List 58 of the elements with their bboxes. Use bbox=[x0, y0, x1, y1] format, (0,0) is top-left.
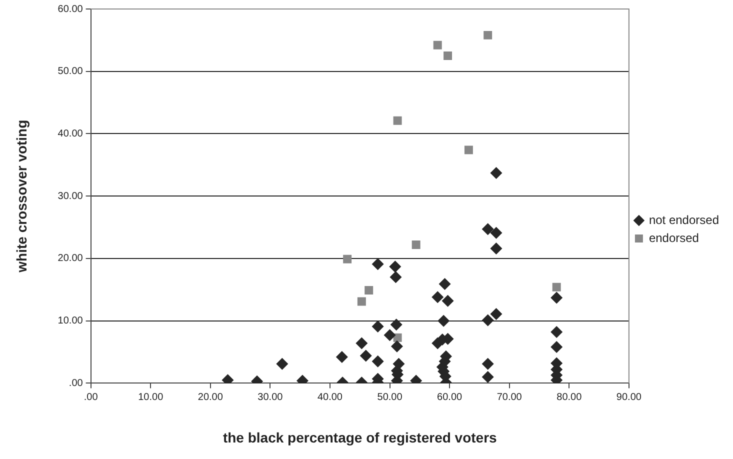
point bbox=[433, 40, 442, 50]
x-tick-label: 30.00 bbox=[258, 392, 284, 403]
x-axis-title: the black percentage of registered voters bbox=[222, 429, 498, 446]
point bbox=[482, 358, 494, 370]
x-tick-label: 20.00 bbox=[198, 392, 224, 403]
point bbox=[360, 350, 372, 362]
x-tick-label: 10.00 bbox=[138, 392, 164, 403]
point bbox=[372, 258, 384, 270]
y-tick-label: 60.00 bbox=[58, 4, 84, 15]
point bbox=[490, 167, 502, 180]
point bbox=[432, 291, 444, 304]
point bbox=[389, 260, 402, 273]
x-tick-label: 40.00 bbox=[317, 392, 343, 403]
x-tick-label: 70.00 bbox=[496, 392, 522, 403]
point bbox=[438, 314, 450, 327]
y-axis-title: white crossover voting bbox=[13, 120, 30, 274]
point bbox=[490, 308, 502, 320]
y-tick-label: 10.00 bbox=[58, 316, 84, 327]
point bbox=[393, 116, 402, 125]
point bbox=[412, 240, 420, 249]
point bbox=[464, 146, 473, 154]
legend-label: endorsed bbox=[648, 230, 699, 245]
point bbox=[390, 340, 403, 352]
point bbox=[372, 320, 384, 332]
point bbox=[356, 337, 368, 350]
point bbox=[276, 358, 288, 370]
point bbox=[343, 254, 352, 264]
point bbox=[390, 271, 402, 284]
point bbox=[550, 292, 563, 304]
point bbox=[336, 351, 348, 364]
point bbox=[390, 318, 402, 331]
y-tick-label: 30.00 bbox=[58, 190, 84, 202]
point bbox=[482, 314, 494, 326]
point bbox=[482, 223, 494, 236]
x-tick-label: 60.00 bbox=[437, 392, 463, 403]
y-tick-label: .00 bbox=[68, 378, 84, 389]
point bbox=[490, 242, 502, 254]
x-tick-label: .00 bbox=[84, 392, 98, 403]
point bbox=[490, 226, 502, 239]
point bbox=[372, 355, 384, 368]
x-tick-label: 80.00 bbox=[556, 392, 582, 403]
point bbox=[550, 326, 563, 338]
point bbox=[484, 30, 492, 40]
point bbox=[482, 370, 494, 383]
y-tick-label: 20.00 bbox=[58, 253, 84, 264]
y-tick-label: 50.00 bbox=[58, 66, 84, 78]
legend-label: not endorsed bbox=[648, 212, 720, 227]
point bbox=[384, 329, 396, 342]
y-tick-label: 40.00 bbox=[58, 128, 84, 140]
point bbox=[442, 294, 454, 307]
point bbox=[552, 282, 561, 292]
point bbox=[364, 286, 374, 295]
point bbox=[444, 52, 452, 60]
x-tick-label: 90.00 bbox=[616, 392, 642, 403]
point bbox=[550, 341, 563, 354]
point bbox=[438, 278, 451, 290]
x-tick-label: 50.00 bbox=[377, 392, 403, 403]
point bbox=[357, 297, 366, 306]
